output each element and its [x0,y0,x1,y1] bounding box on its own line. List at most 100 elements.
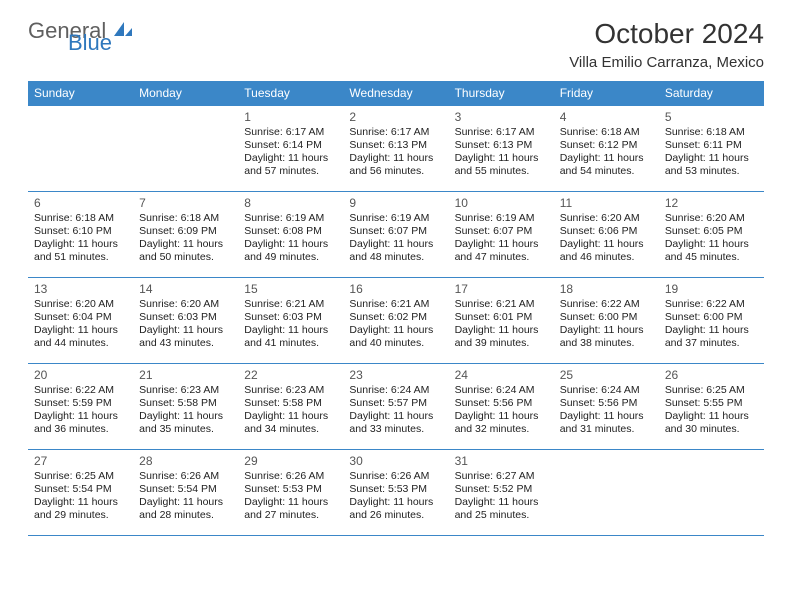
day-number: 15 [244,282,337,296]
day-number: 24 [455,368,548,382]
daylight-line: and 25 minutes. [455,509,548,522]
sunrise-line: Sunrise: 6:23 AM [139,384,232,397]
day-cell: 24Sunrise: 6:24 AMSunset: 5:56 PMDayligh… [449,364,554,450]
sunrise-line: Sunrise: 6:17 AM [455,126,548,139]
sunrise-line: Sunrise: 6:21 AM [455,298,548,311]
daylight-line: Daylight: 11 hours [455,152,548,165]
dayhead-tue: Tuesday [238,81,343,106]
day-cell [554,450,659,536]
sunset-line: Sunset: 6:03 PM [139,311,232,324]
daylight-line: Daylight: 11 hours [665,410,758,423]
daylight-line: and 40 minutes. [349,337,442,350]
day-number: 11 [560,196,653,210]
daylight-line: and 30 minutes. [665,423,758,436]
sunrise-line: Sunrise: 6:22 AM [34,384,127,397]
day-cell: 17Sunrise: 6:21 AMSunset: 6:01 PMDayligh… [449,278,554,364]
sunset-line: Sunset: 6:07 PM [349,225,442,238]
header: General Blue October 2024 Villa Emilio C… [28,18,764,71]
daylight-line: and 36 minutes. [34,423,127,436]
sunset-line: Sunset: 6:00 PM [665,311,758,324]
sunset-line: Sunset: 6:05 PM [665,225,758,238]
day-cell: 20Sunrise: 6:22 AMSunset: 5:59 PMDayligh… [28,364,133,450]
day-cell: 18Sunrise: 6:22 AMSunset: 6:00 PMDayligh… [554,278,659,364]
day-number: 20 [34,368,127,382]
sunrise-line: Sunrise: 6:17 AM [349,126,442,139]
daylight-line: Daylight: 11 hours [349,410,442,423]
day-cell: 11Sunrise: 6:20 AMSunset: 6:06 PMDayligh… [554,192,659,278]
daylight-line: and 33 minutes. [349,423,442,436]
day-cell: 23Sunrise: 6:24 AMSunset: 5:57 PMDayligh… [343,364,448,450]
daylight-line: and 48 minutes. [349,251,442,264]
daylight-line: and 34 minutes. [244,423,337,436]
sunset-line: Sunset: 5:54 PM [139,483,232,496]
sunrise-line: Sunrise: 6:20 AM [560,212,653,225]
daylight-line: Daylight: 11 hours [665,238,758,251]
day-header-row: Sunday Monday Tuesday Wednesday Thursday… [28,81,764,106]
daylight-line: Daylight: 11 hours [244,152,337,165]
sunrise-line: Sunrise: 6:24 AM [560,384,653,397]
daylight-line: Daylight: 11 hours [560,238,653,251]
day-cell: 29Sunrise: 6:26 AMSunset: 5:53 PMDayligh… [238,450,343,536]
day-number: 21 [139,368,232,382]
sunset-line: Sunset: 6:11 PM [665,139,758,152]
sunrise-line: Sunrise: 6:18 AM [34,212,127,225]
day-number: 9 [349,196,442,210]
sunset-line: Sunset: 5:56 PM [560,397,653,410]
sunrise-line: Sunrise: 6:21 AM [349,298,442,311]
sunset-line: Sunset: 5:55 PM [665,397,758,410]
day-cell: 7Sunrise: 6:18 AMSunset: 6:09 PMDaylight… [133,192,238,278]
daylight-line: and 27 minutes. [244,509,337,522]
dayhead-mon: Monday [133,81,238,106]
daylight-line: Daylight: 11 hours [34,324,127,337]
day-number: 1 [244,110,337,124]
daylight-line: Daylight: 11 hours [455,238,548,251]
day-number: 7 [139,196,232,210]
day-number: 8 [244,196,337,210]
day-number: 13 [34,282,127,296]
day-number: 10 [455,196,548,210]
day-number: 19 [665,282,758,296]
day-cell: 21Sunrise: 6:23 AMSunset: 5:58 PMDayligh… [133,364,238,450]
sunrise-line: Sunrise: 6:18 AM [139,212,232,225]
sunrise-line: Sunrise: 6:22 AM [665,298,758,311]
location: Villa Emilio Carranza, Mexico [569,54,764,71]
day-cell: 13Sunrise: 6:20 AMSunset: 6:04 PMDayligh… [28,278,133,364]
day-number: 3 [455,110,548,124]
day-number: 17 [455,282,548,296]
sunrise-line: Sunrise: 6:19 AM [349,212,442,225]
daylight-line: Daylight: 11 hours [139,496,232,509]
sunset-line: Sunset: 6:10 PM [34,225,127,238]
daylight-line: Daylight: 11 hours [455,496,548,509]
sunset-line: Sunset: 6:09 PM [139,225,232,238]
month-title: October 2024 [569,18,764,50]
daylight-line: and 54 minutes. [560,165,653,178]
day-cell: 2Sunrise: 6:17 AMSunset: 6:13 PMDaylight… [343,106,448,192]
sunrise-line: Sunrise: 6:17 AM [244,126,337,139]
day-cell: 30Sunrise: 6:26 AMSunset: 5:53 PMDayligh… [343,450,448,536]
daylight-line: Daylight: 11 hours [455,324,548,337]
sunrise-line: Sunrise: 6:20 AM [665,212,758,225]
day-cell: 31Sunrise: 6:27 AMSunset: 5:52 PMDayligh… [449,450,554,536]
day-number: 22 [244,368,337,382]
daylight-line: Daylight: 11 hours [349,238,442,251]
day-number: 14 [139,282,232,296]
sunset-line: Sunset: 5:59 PM [34,397,127,410]
daylight-line: and 50 minutes. [139,251,232,264]
sail-icon [112,20,134,43]
daylight-line: Daylight: 11 hours [244,496,337,509]
day-number: 25 [560,368,653,382]
week-row: 20 Sunrise: 6:22 AMSunset: 5:59 PM Dayligh… [28,364,764,450]
daylight-line: Daylight: 11 hours [244,238,337,251]
daylight-line: Daylight: 11 hours [139,410,232,423]
daylight-line: Daylight: 11 hours [560,324,653,337]
daylight-line: and 57 minutes. [244,165,337,178]
sunset-line: Sunset: 5:56 PM [455,397,548,410]
dayhead-sat: Saturday [659,81,764,106]
sunset-line: Sunset: 6:03 PM [244,311,337,324]
daylight-line: and 51 minutes. [34,251,127,264]
daylight-line: and 37 minutes. [665,337,758,350]
daylight-line: and 38 minutes. [560,337,653,350]
daylight-line: Daylight: 11 hours [455,410,548,423]
sunset-line: Sunset: 6:12 PM [560,139,653,152]
calendar-table: Sunday Monday Tuesday Wednesday Thursday… [28,81,764,536]
